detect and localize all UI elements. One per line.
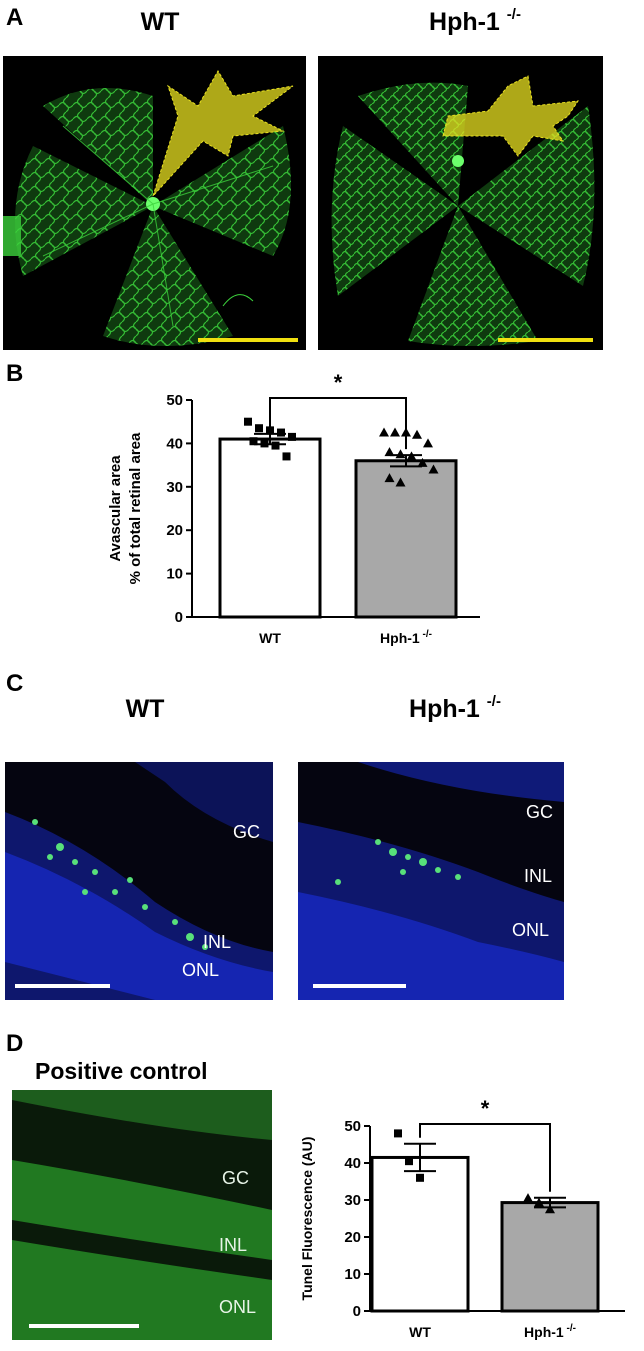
header-hph-c: Hph-1 -/- [409, 693, 501, 723]
data-point [416, 1173, 424, 1182]
x-tick-label: Hph-1 -/- [380, 629, 432, 646]
data-point [523, 1193, 533, 1203]
data-point [244, 417, 252, 426]
bar-0 [370, 1155, 470, 1313]
layer-label-onl: ONL [182, 960, 220, 980]
x-tick-label: Hph-1 -/- [524, 1323, 576, 1340]
x-tick-label-superscript: -/- [564, 1323, 576, 1334]
scale-bar-c-wt [15, 984, 110, 988]
data-point [260, 439, 269, 448]
y-tick-label: 10 [344, 1266, 361, 1283]
layer-label-inl-pc: INL [219, 1235, 248, 1255]
significance-bracket [419, 1123, 551, 1192]
data-point [384, 473, 395, 483]
significance-star: * [334, 370, 343, 395]
y-tick-label: 20 [344, 1229, 361, 1246]
data-point [394, 1129, 402, 1138]
wt-retina-flatmount [3, 56, 306, 350]
header-wt-c: WT [125, 695, 165, 723]
panel-label-a: A [6, 4, 24, 31]
data-point [277, 428, 285, 437]
data-point [395, 477, 406, 487]
layer-label-inl-hph: INL [524, 866, 553, 886]
y-tick-label: 40 [344, 1155, 361, 1172]
positive-control-section: GC INL ONL [12, 1090, 272, 1340]
significance-star: * [481, 1096, 490, 1121]
y-axis-label: Tunel Fluorescence (AU) [299, 1137, 315, 1301]
positive-control-image [12, 1090, 272, 1340]
wt-section-image [5, 762, 273, 1000]
scale-bar-hph [498, 338, 593, 342]
layer-label-gc-hph: GC [526, 802, 553, 822]
hph-tunel-section: GC INL ONL [298, 762, 564, 1000]
data-point [395, 449, 406, 459]
data-point [282, 452, 291, 461]
hph-section-image [298, 762, 564, 1000]
data-point [417, 457, 428, 467]
x-tick-label: WT [259, 630, 281, 646]
y-tick-label: 50 [344, 1118, 361, 1135]
y-tick-label: 0 [353, 1303, 361, 1320]
y-tick-label: 20 [166, 522, 183, 539]
data-point [384, 447, 395, 457]
data-point [406, 451, 417, 461]
data-point [266, 426, 274, 435]
data-point [249, 437, 258, 446]
retina-petals [15, 88, 291, 346]
panel-label-d: D [6, 1030, 24, 1057]
avascular-area-overlay [152, 70, 294, 197]
scale-bar-c-hph [313, 984, 406, 988]
y-tick-label: 0 [175, 609, 183, 626]
y-axis-label-line2: % of total retinal area [127, 432, 144, 584]
y-tick-label: 40 [166, 435, 183, 452]
data-point [412, 429, 422, 439]
avascular-area-chart: 0 10 20 30 40 50 Avascular area% of total reti… [107, 370, 480, 646]
layer-label-gc: GC [233, 822, 260, 842]
scale-bar-d [29, 1324, 139, 1328]
data-point [405, 1157, 413, 1166]
data-point [379, 427, 389, 437]
y-tick-label: 30 [344, 1192, 361, 1209]
hph-retina-image [331, 75, 595, 346]
header-positive-control: Positive control [35, 1058, 208, 1084]
header-wt-a: WT [140, 8, 180, 36]
data-point [271, 441, 280, 450]
panel-label-c: C [6, 670, 24, 697]
significance-bracket [269, 397, 407, 450]
data-point [423, 438, 433, 448]
data-point [288, 432, 296, 441]
bar-0 [218, 437, 322, 619]
bar-1 [500, 1201, 600, 1313]
data-point [390, 427, 400, 437]
tunel-fluorescence-chart: 0 10 20 30 40 50 Tunel Fluorescence (AU) WT Hph-… [299, 1096, 625, 1340]
x-tick-label-superscript: -/- [420, 629, 432, 640]
data-point [428, 464, 439, 474]
optic-disc-hph [452, 155, 464, 167]
data-point [545, 1204, 555, 1214]
x-tick-label: WT [409, 1324, 431, 1340]
wt-tunel-section: GC INL ONL [5, 762, 273, 1000]
panel-label-b: B [6, 360, 24, 387]
hph-retina-flatmount [318, 56, 603, 350]
y-axis-label-line1: Avascular area [107, 455, 124, 562]
bar-1 [354, 459, 458, 619]
data-point [534, 1197, 544, 1207]
layer-label-onl-hph: ONL [512, 920, 550, 940]
scale-bar [198, 338, 298, 342]
layer-label-onl-pc: ONL [219, 1297, 257, 1317]
y-tick-label: 10 [166, 566, 183, 583]
header-hph-a: Hph-1 -/- [429, 6, 521, 36]
layer-label-inl: INL [203, 932, 232, 952]
layer-label-gc-pc: GC [222, 1168, 249, 1188]
y-tick-label: 50 [166, 392, 183, 409]
avascular-area-overlay-hph [442, 75, 580, 157]
data-point [255, 424, 263, 433]
wt-retina-image [3, 70, 294, 346]
y-tick-label: 30 [166, 479, 183, 496]
